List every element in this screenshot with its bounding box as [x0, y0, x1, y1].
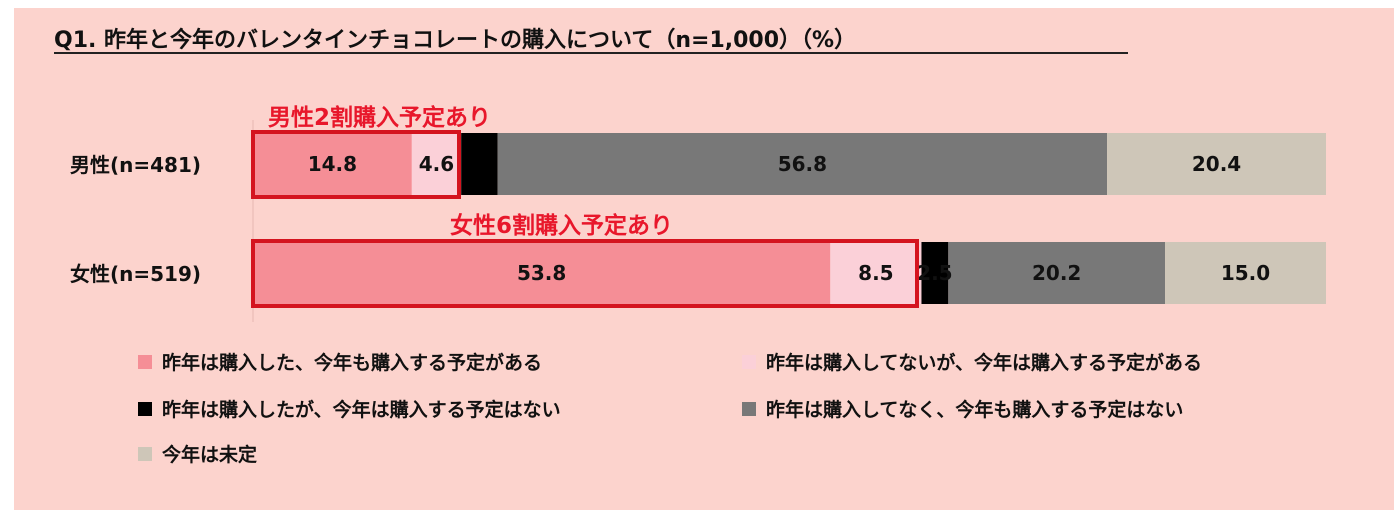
legend-label-3: 昨年は購入したが、今年は購入する予定はない: [162, 399, 561, 421]
legend-swatch-3: [138, 401, 152, 416]
legend-label-4: 昨年は購入してなく、今年も購入する予定はない: [766, 399, 1184, 421]
legend-label-2: 昨年は購入してないが、今年は購入する予定がある: [766, 352, 1203, 374]
legend-item-2: 昨年は購入してないが、今年は購入する予定がある: [742, 348, 1202, 375]
bar-segment-male-3: [461, 133, 498, 195]
bar-segment-female-2: [830, 242, 922, 304]
legend-swatch-2: [742, 354, 756, 369]
chart-title: Q1. 昨年と今年のバレンタインチョコレートの購入について（n=1,000）（%…: [54, 28, 857, 53]
annotation-male: 男性2割購入予定あり: [268, 105, 492, 131]
bar-label-male-1: 14.8: [308, 152, 357, 176]
bar-label-female-1: 53.8: [517, 261, 566, 285]
bar-label-male-5: 20.4: [1192, 152, 1241, 176]
legend-item-3: 昨年は購入したが、今年は購入する予定はない: [138, 395, 561, 422]
bar-segment-male-2: [411, 133, 462, 195]
title-underline: [54, 52, 1128, 54]
row-label-female: 女性(n=519): [70, 262, 202, 286]
legend-item-4: 昨年は購入してなく、今年も購入する予定はない: [742, 395, 1183, 422]
highlight-box-male: [251, 130, 461, 199]
bar-label-female-2: 8.5: [858, 261, 893, 285]
bar-label-group: 14.8 4.6 56.8 20.4 53.8 8.5 2.5 20.2 15.0: [308, 152, 1270, 285]
bar-segment-female-5: [1165, 242, 1326, 304]
bar-segment-female-1: [253, 242, 831, 304]
bar-segment-female-4: [948, 242, 1166, 304]
legend-swatch-4: [742, 401, 756, 416]
bar-segment-male-1: [253, 133, 412, 195]
bar-group: [252, 120, 1326, 322]
bar-segment-male-4: [497, 133, 1108, 195]
legend-item-5: 今年は未定: [138, 440, 257, 467]
highlight-box-female: [251, 239, 919, 308]
bar-label-female-3: 2.5: [917, 261, 952, 285]
annotation-female: 女性6割購入予定あり: [450, 213, 674, 239]
legend-item-1: 昨年は購入した、今年も購入する予定がある: [138, 348, 542, 375]
row-label-male: 男性(n=481): [70, 153, 202, 177]
legend-label-5: 今年は未定: [162, 444, 258, 466]
bar-label-female-5: 15.0: [1221, 261, 1270, 285]
bar-label-male-4: 56.8: [778, 152, 827, 176]
legend-swatch-1: [138, 354, 152, 369]
legend-label-1: 昨年は購入した、今年も購入する予定がある: [162, 352, 543, 374]
bar-label-female-4: 20.2: [1032, 261, 1081, 285]
legend-swatch-5: [138, 446, 152, 461]
bar-segment-male-5: [1107, 133, 1326, 195]
bar-segment-female-3: [921, 242, 949, 304]
bar-label-male-2: 4.6: [419, 152, 454, 176]
